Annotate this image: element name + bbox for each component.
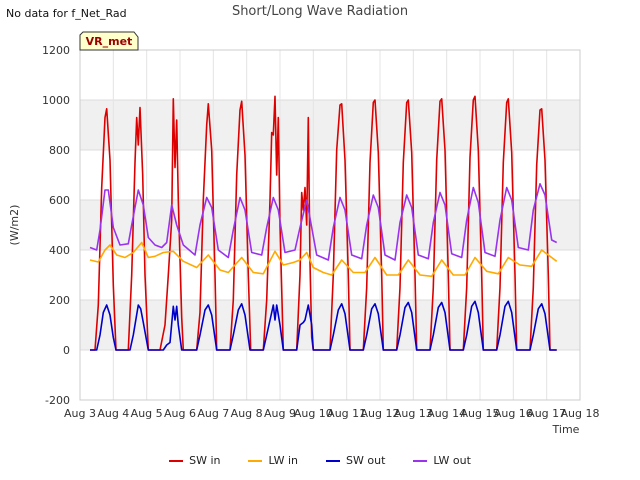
x-tick-label: Aug 3 bbox=[64, 407, 96, 420]
legend-label: SW out bbox=[346, 454, 386, 467]
chart-title: Short/Long Wave Radiation bbox=[231, 4, 409, 19]
y-tick-label: 400 bbox=[49, 244, 70, 257]
y-tick-label: 600 bbox=[49, 194, 70, 207]
series-line-lw-out bbox=[89, 183, 558, 261]
series-line-sw-out bbox=[90, 300, 557, 351]
y-tick-label: -200 bbox=[45, 394, 70, 407]
y-tick-label: 1000 bbox=[42, 94, 70, 107]
legend-item: LW in bbox=[248, 454, 298, 467]
grid-band bbox=[80, 200, 580, 250]
x-tick-label: Aug 17 bbox=[527, 407, 566, 420]
x-tick-label: Aug 13 bbox=[394, 407, 433, 420]
y-tick-label: 1200 bbox=[42, 44, 70, 57]
y-tick-label: 800 bbox=[49, 144, 70, 157]
series-line-lw-in bbox=[89, 241, 558, 278]
x-axis-label: Time bbox=[552, 423, 580, 436]
x-tick-label: Aug 12 bbox=[361, 407, 400, 420]
legend-swatch bbox=[169, 459, 184, 462]
x-tick-label: Aug 16 bbox=[494, 407, 533, 420]
legend-swatch bbox=[248, 459, 263, 462]
y-tick-label: 0 bbox=[63, 344, 70, 357]
plot-border bbox=[79, 49, 581, 401]
legend-label: SW in bbox=[189, 454, 221, 467]
no-data-notice: No data for f_Net_Rad bbox=[6, 7, 127, 20]
x-tick-label: Aug 18 bbox=[561, 407, 600, 420]
series-line-sw-in bbox=[90, 95, 557, 351]
legend-swatch bbox=[326, 459, 341, 462]
legend-label: LW in bbox=[268, 454, 299, 467]
x-tick-label: Aug 8 bbox=[231, 407, 263, 420]
x-tick-label: Aug 11 bbox=[327, 407, 366, 420]
legend-swatch bbox=[413, 459, 428, 462]
legend-label: LW out bbox=[433, 454, 471, 467]
x-tick-label: Aug 10 bbox=[294, 407, 333, 420]
x-tick-label: Aug 5 bbox=[131, 407, 163, 420]
x-tick-label: Aug 14 bbox=[427, 407, 466, 420]
x-tick-label: Aug 6 bbox=[164, 407, 196, 420]
site-badge-label: VR_met bbox=[86, 35, 133, 48]
y-axis-label: (W/m2) bbox=[8, 205, 21, 246]
legend-item: SW out bbox=[326, 454, 385, 467]
legend-item: LW out bbox=[413, 454, 471, 467]
legend-item: SW in bbox=[169, 454, 220, 467]
x-tick-label: Aug 4 bbox=[97, 407, 129, 420]
site-badge bbox=[79, 31, 139, 51]
x-tick-label: Aug 15 bbox=[461, 407, 500, 420]
x-tick-label: Aug 7 bbox=[197, 407, 229, 420]
chart-legend: SW in LW in SW out LW out bbox=[0, 454, 640, 467]
x-tick-label: Aug 9 bbox=[264, 407, 296, 420]
y-tick-label: 200 bbox=[49, 294, 70, 307]
grid-band bbox=[80, 100, 580, 150]
